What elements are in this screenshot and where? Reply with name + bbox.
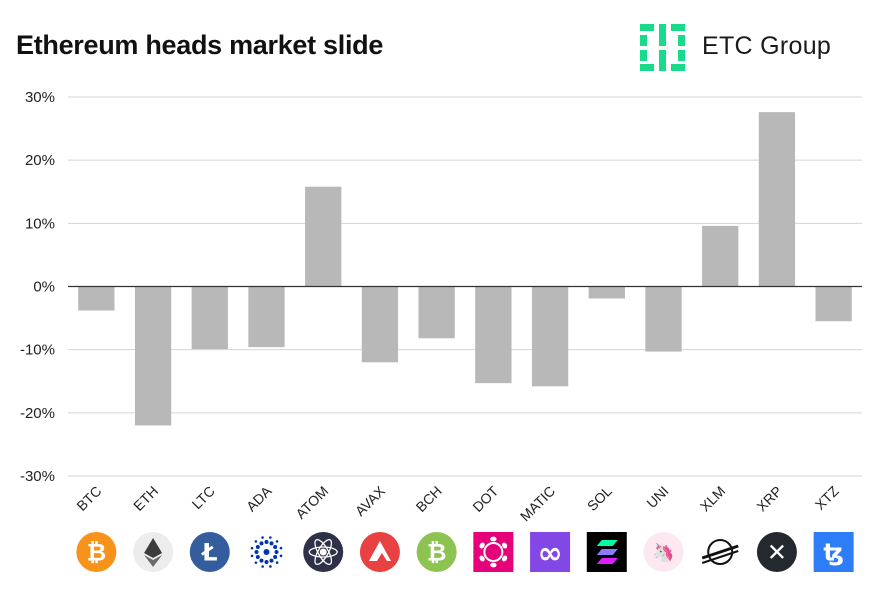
polygon-icon: ∞ [530, 532, 571, 572]
y-tick-label: -10% [20, 342, 55, 359]
x-tick-label: UNI [643, 483, 671, 511]
svg-text:∞: ∞ [538, 536, 563, 571]
bar-sol [588, 286, 625, 299]
tezos-icon: ꜩ [813, 532, 854, 572]
bar-atom [305, 186, 342, 287]
y-axis-ticks: 30% 20% 10% 0% -10% -20% -30% [20, 89, 55, 485]
x-tick-label: XTZ [812, 482, 842, 512]
brand-name: ETC Group [702, 32, 832, 60]
coin-icons: ₿ Ł ₿ ∞ 🦄 ✕ ꜩ [76, 532, 854, 572]
bar-xlm [702, 225, 739, 287]
y-tick-label: 30% [25, 89, 55, 106]
x-tick-label: ATOM [292, 483, 331, 522]
litecoin-icon: Ł [189, 532, 230, 572]
y-tick-label: -20% [20, 405, 55, 422]
y-tick-label: -30% [20, 468, 55, 485]
x-tick-label: DOT [469, 482, 502, 515]
x-tick-label: MATIC [517, 483, 558, 524]
bitcoin-icon: ₿ [76, 532, 117, 572]
cosmos-icon [303, 532, 344, 572]
bar-dot [475, 286, 512, 384]
x-tick-label: LTC [189, 483, 218, 512]
x-tick-label: SOL [584, 483, 615, 514]
uniswap-icon: 🦄 [643, 532, 684, 572]
x-tick-label: XRP [753, 483, 785, 515]
svg-text:ꜩ: ꜩ [823, 539, 844, 567]
svg-text:Ł: Ł [200, 539, 217, 567]
bar-ada [248, 286, 285, 348]
x-tick-label: BTC [73, 483, 104, 514]
etc-group-logo-icon [640, 24, 685, 71]
bar-btc [78, 286, 115, 311]
bitcoin-cash-icon: ₿ [416, 532, 457, 572]
x-tick-label: BCH [413, 483, 445, 515]
bar-ltc [191, 286, 228, 350]
x-axis-labels: BTC ETH LTC ADA ATOM AVAX BCH DOT MATIC SOL UNI XLM… [73, 482, 842, 524]
bar-eth [134, 286, 172, 426]
bar-bch [418, 286, 455, 339]
svg-text:₿: ₿ [87, 539, 107, 567]
solana-icon [586, 532, 627, 572]
gridlines [68, 96, 862, 477]
bar-xtz [815, 286, 852, 322]
y-tick-label: 10% [25, 215, 55, 232]
bar-uni [645, 286, 682, 352]
avalanche-icon [359, 532, 400, 572]
polkadot-icon [473, 532, 514, 572]
chart-title: Ethereum heads market slide [16, 30, 384, 60]
cardano-icon [246, 532, 287, 572]
svg-text:₿: ₿ [427, 539, 447, 567]
brand-logo: ETC Group [640, 22, 875, 72]
svg-text:🦄: 🦄 [652, 541, 674, 563]
y-tick-label: 0% [33, 279, 55, 296]
xrp-icon: ✕ [756, 532, 797, 572]
bar-avax [361, 286, 399, 363]
x-tick-label: AVAX [352, 482, 389, 519]
svg-text:✕: ✕ [767, 539, 787, 567]
x-tick-label: ETH [130, 483, 161, 514]
stellar-icon [700, 532, 741, 572]
bar-xrp [758, 112, 796, 287]
y-tick-label: 20% [25, 152, 55, 169]
ethereum-icon [133, 532, 174, 572]
x-tick-label: ADA [243, 482, 275, 514]
bars [78, 112, 852, 426]
x-tick-label: XLM [697, 483, 729, 515]
bar-matic [531, 286, 569, 387]
